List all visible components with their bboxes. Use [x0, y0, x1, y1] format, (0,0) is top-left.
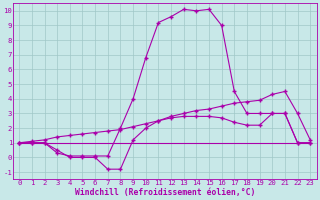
X-axis label: Windchill (Refroidissement éolien,°C): Windchill (Refroidissement éolien,°C): [75, 188, 255, 197]
